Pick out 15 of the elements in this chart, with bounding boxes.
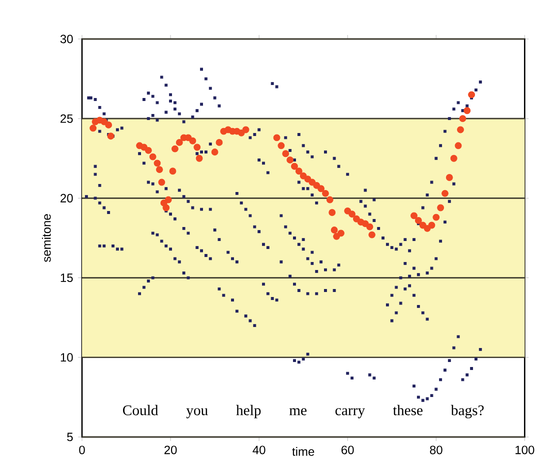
- y-tick-label: 10: [60, 353, 73, 362]
- x-tick-label: 20: [164, 446, 177, 454]
- y-axis-title: semitone: [42, 214, 51, 262]
- x-tick-label: 100: [516, 446, 534, 454]
- annotation: Could you help me carry these bags?: [123, 404, 484, 418]
- y-tick-label: 5: [67, 432, 73, 442]
- y-tick-label: 20: [60, 194, 73, 202]
- y-tick-label: 15: [60, 274, 73, 282]
- y-tick-label: 25: [60, 114, 73, 123]
- x-axis-title: time: [292, 447, 314, 456]
- y-tick-label: 30: [60, 34, 73, 44]
- x-tick-label: 60: [342, 446, 354, 454]
- x-tick-label: 80: [430, 446, 442, 454]
- x-tick-label: 40: [252, 446, 266, 454]
- x-tick-label: 0: [79, 446, 85, 454]
